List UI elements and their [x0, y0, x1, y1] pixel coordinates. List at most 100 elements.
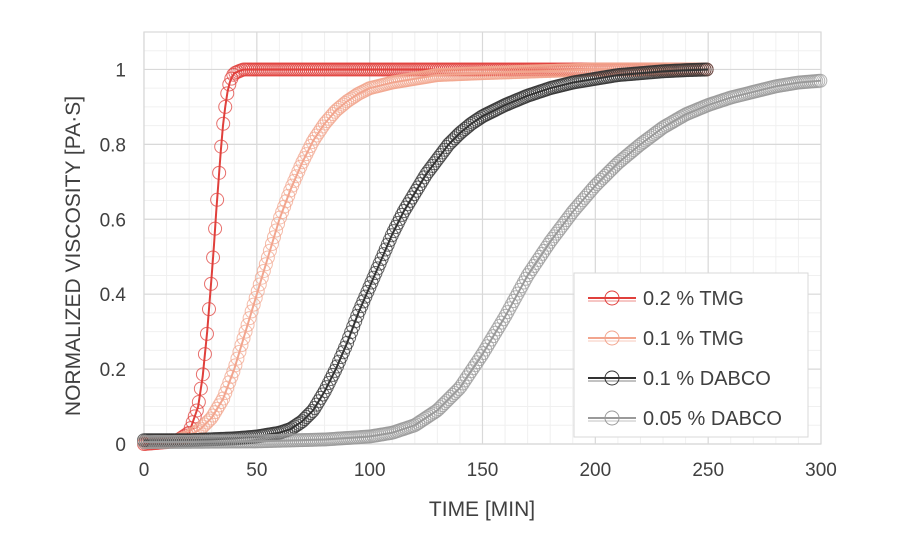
y-tick-label: 0	[115, 435, 126, 456]
y-tick-label: 0.4	[100, 285, 127, 306]
data-point	[510, 286, 525, 301]
data-point	[260, 250, 275, 265]
y-tick-label: 1	[115, 60, 126, 81]
data-point	[230, 351, 245, 366]
data-point	[498, 308, 513, 323]
data-point	[212, 398, 227, 413]
data-point	[234, 338, 249, 353]
data-point	[508, 290, 523, 305]
legend-label: 0.1 % TMG	[643, 328, 744, 350]
data-point	[250, 284, 265, 299]
data-point	[210, 401, 225, 416]
data-point	[315, 387, 330, 402]
data-point	[344, 325, 359, 340]
legend-marker	[604, 330, 620, 346]
series-line	[143, 79, 822, 444]
data-point	[488, 325, 503, 340]
x-tick-label: 200	[579, 460, 611, 481]
legend-label: 0.05 % DABCO	[643, 408, 782, 430]
data-point	[228, 358, 243, 373]
data-point	[279, 194, 294, 209]
data-point	[258, 257, 273, 272]
y-tick-label: 0.2	[100, 360, 126, 381]
data-point	[407, 187, 422, 202]
legend: 0.2 % TMG 0.1 % TMG 0.1 % DABCO 0.05 % DABC…	[573, 272, 809, 438]
data-point	[413, 177, 428, 192]
legend-label: 0.1 % DABCO	[643, 368, 771, 390]
data-point	[502, 301, 517, 316]
data-point	[189, 403, 204, 418]
data-point	[482, 335, 497, 350]
data-point	[340, 335, 355, 350]
x-tick-label: 300	[805, 460, 837, 481]
data-point	[248, 290, 263, 305]
data-point	[262, 243, 277, 258]
x-axis-ticks: 0 50 100 150 200 250 300	[139, 460, 837, 481]
data-point	[244, 304, 259, 319]
data-point	[226, 364, 241, 379]
data-point	[232, 344, 247, 359]
data-point	[218, 386, 233, 401]
x-tick-label: 0	[139, 460, 150, 481]
data-point	[506, 294, 521, 308]
data-point	[242, 311, 257, 326]
data-point	[240, 317, 255, 332]
y-axis-ticks: 0 0.2 0.4 0.6 0.8 1	[100, 60, 127, 456]
data-point	[264, 236, 279, 251]
data-point	[409, 183, 424, 198]
data-point	[309, 397, 324, 412]
data-point	[492, 319, 507, 334]
plot-area-border	[143, 31, 822, 445]
data-point	[277, 199, 292, 214]
x-axis-title: TIME [MIN]	[429, 498, 535, 521]
data-point	[222, 77, 237, 92]
series-0-1-dabco	[137, 62, 714, 448]
data-point	[401, 197, 416, 212]
legend-marker	[604, 410, 620, 426]
data-point	[514, 279, 529, 294]
data-point	[478, 342, 493, 357]
x-tick-label: 50	[246, 460, 267, 481]
series-line	[144, 68, 709, 442]
y-axis-title: NORMALIZED VISCOSITY [PA·S]	[62, 96, 85, 416]
x-tick-label: 250	[692, 460, 724, 481]
legend-entry: 0.05 % DABCO	[588, 408, 782, 430]
legend-label: 0.2 % TMG	[643, 288, 744, 310]
x-tick-label: 150	[467, 460, 499, 481]
data-point	[307, 401, 322, 416]
data-point	[252, 277, 267, 292]
y-tick-label: 0.6	[100, 210, 126, 231]
data-point	[275, 205, 290, 220]
data-point	[496, 312, 511, 327]
x-tick-label: 100	[354, 460, 386, 481]
data-point	[313, 390, 328, 405]
data-point	[187, 409, 202, 424]
data-point	[222, 375, 237, 390]
data-point	[512, 282, 527, 297]
data-point	[504, 297, 519, 312]
data-point	[208, 405, 223, 420]
data-point	[311, 394, 326, 409]
legend-entry: 0.1 % TMG	[588, 328, 744, 350]
data-point	[342, 330, 357, 345]
series-line	[143, 68, 709, 445]
data-point	[266, 230, 281, 245]
data-point	[484, 332, 499, 347]
series-0-05-dabco	[137, 73, 828, 450]
data-point	[346, 319, 361, 334]
data-point	[269, 223, 284, 238]
data-point	[403, 193, 418, 208]
data-point	[486, 329, 501, 344]
data-point	[480, 339, 495, 354]
data-point	[238, 324, 253, 339]
data-point	[405, 190, 420, 205]
data-point	[254, 270, 269, 285]
data-point	[256, 263, 271, 278]
series-line	[143, 68, 709, 444]
series-layer	[137, 62, 828, 451]
data-point	[281, 188, 296, 203]
data-point	[236, 331, 251, 346]
y-tick-label: 0.8	[100, 135, 126, 156]
legend-entry: 0.1 % DABCO	[588, 368, 771, 390]
